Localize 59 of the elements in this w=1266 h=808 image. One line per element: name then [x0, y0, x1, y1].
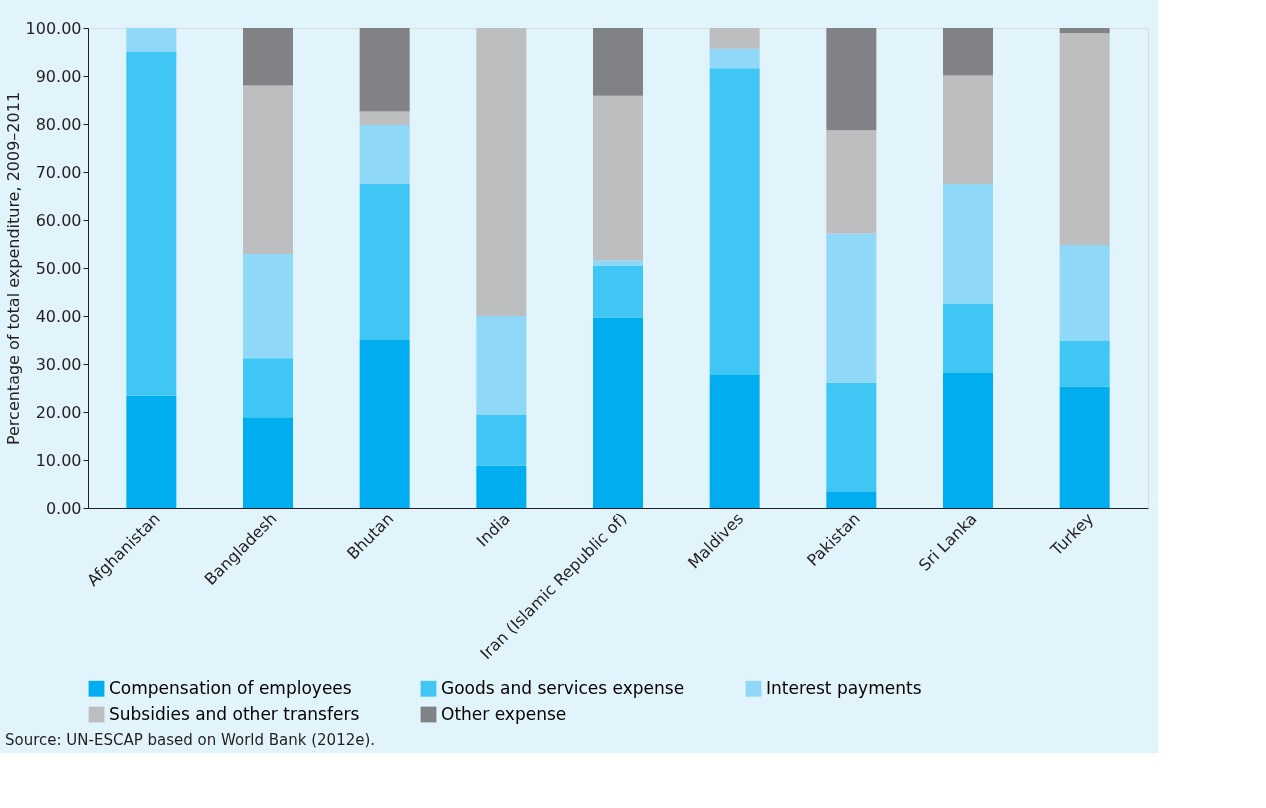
- bar: [593, 317, 643, 508]
- bar: [1059, 28, 1110, 34]
- y-tick-label: 60.00: [35, 210, 82, 230]
- bar: [476, 316, 527, 415]
- bar: [126, 395, 177, 508]
- bar: [1059, 340, 1110, 387]
- bar: [1059, 244, 1110, 341]
- bar: [243, 358, 293, 418]
- bar: [243, 85, 293, 255]
- y-tick-label: 70.00: [35, 162, 82, 182]
- legend-label: Interest payments: [766, 677, 922, 698]
- y-tick-label: 100.00: [25, 18, 82, 38]
- bar: [1059, 386, 1110, 508]
- bar: [126, 52, 177, 396]
- bar: [359, 28, 410, 112]
- bar: [826, 491, 877, 508]
- bar: [243, 417, 293, 508]
- y-tick-label: 20.00: [35, 402, 82, 422]
- bar: [826, 382, 877, 492]
- y-tick-label: 80.00: [35, 114, 82, 134]
- legend-label: Goods and services expense: [441, 677, 685, 698]
- bar: [359, 184, 410, 340]
- bar: [476, 465, 527, 508]
- bar: [243, 254, 293, 359]
- legend-label: Subsidies and other transfers: [109, 703, 360, 724]
- bar: [943, 75, 993, 184]
- y-axis-title: Percentage of total expenditure, 2009–2011: [3, 91, 23, 446]
- bar: [593, 28, 643, 96]
- bar: [593, 95, 643, 261]
- bar: [826, 233, 877, 383]
- bar: [709, 68, 760, 376]
- y-tick-label: 90.00: [35, 66, 82, 86]
- y-tick-label: 50.00: [35, 258, 82, 278]
- bar: [593, 266, 643, 318]
- bar: [709, 375, 760, 508]
- bar: [943, 184, 993, 304]
- bar: [826, 28, 877, 131]
- legend-label: Compensation of employees: [109, 677, 352, 698]
- bar: [476, 28, 527, 316]
- y-tick-label: 0.00: [45, 498, 82, 518]
- bar: [1059, 33, 1110, 245]
- bar: [359, 111, 410, 125]
- source-note: Source: UN-ESCAP based on World Bank (2012e).: [5, 731, 376, 749]
- bar: [126, 28, 177, 52]
- bar: [826, 130, 877, 234]
- bar: [359, 340, 410, 508]
- bar: [943, 373, 993, 508]
- bar: [243, 28, 293, 86]
- bar: [943, 304, 993, 374]
- bar: [593, 260, 643, 267]
- bar: [709, 48, 760, 69]
- y-tick-label: 40.00: [35, 306, 82, 326]
- bar: [359, 124, 410, 184]
- y-tick-label: 30.00: [35, 354, 82, 374]
- y-tick-label: 10.00: [35, 450, 82, 470]
- bar: [476, 414, 527, 466]
- bar: [709, 28, 760, 49]
- legend-label: Other expense: [441, 703, 567, 724]
- bar: [943, 28, 993, 76]
